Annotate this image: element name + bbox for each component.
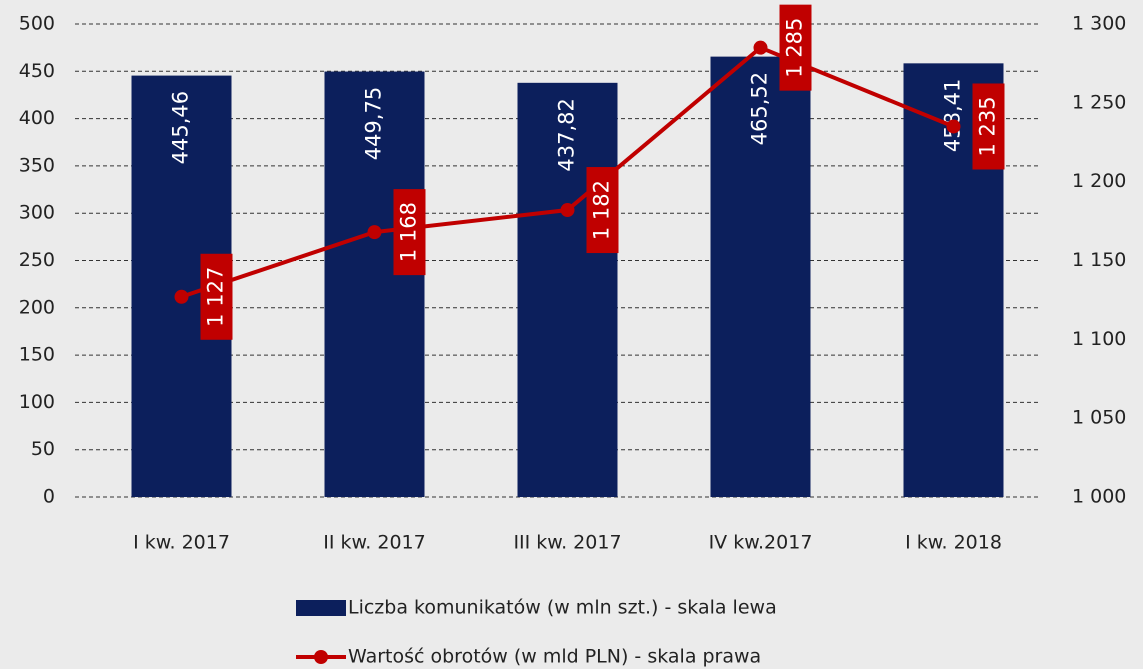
x-tick-label: II kw. 2017 (323, 532, 425, 554)
line-value-label: 1 168 (397, 202, 421, 262)
y-tick-label: 400 (19, 107, 55, 129)
y-tick-label: 300 (19, 202, 55, 224)
legend-swatch (296, 600, 346, 616)
y-tick-label: 150 (19, 344, 55, 366)
line-marker (367, 225, 382, 240)
line-marker (946, 119, 961, 134)
line-value-label: 1 182 (590, 180, 614, 240)
y-tick-label: 200 (19, 296, 55, 318)
bar-value-label: 445,46 (169, 91, 193, 164)
x-tick-label: III kw. 2017 (513, 532, 621, 554)
value-label-box (779, 4, 812, 91)
value-label-box (393, 189, 426, 276)
y-tick-label: 50 (31, 438, 55, 460)
y2-tick-label: 1 200 (1072, 170, 1126, 192)
line-marker (560, 203, 575, 218)
y2-tick-label: 1 050 (1072, 407, 1126, 429)
bar (517, 82, 618, 498)
bar-value-label: 458,41 (941, 79, 965, 152)
value-label-box (200, 253, 233, 340)
y2-tick-label: 1 150 (1072, 249, 1126, 271)
y2-tick-label: 1 000 (1072, 486, 1126, 508)
y-tick-label: 0 (43, 486, 55, 508)
line-value-label: 1 285 (783, 18, 807, 78)
y2-tick-label: 1 100 (1072, 328, 1126, 350)
bar-value-label: 449,75 (362, 87, 386, 160)
legend-marker (314, 650, 328, 664)
legend-label: Wartość obrotów (w mld PLN) - skala praw… (348, 646, 761, 668)
line-value-label: 1 127 (204, 267, 228, 327)
y-tick-label: 500 (19, 13, 55, 35)
x-tick-label: IV kw.2017 (709, 532, 813, 554)
bar-value-label: 437,82 (555, 98, 579, 171)
line-marker (174, 289, 189, 304)
legend-label: Liczba komunikatów (w mln szt.) - skala … (348, 597, 777, 619)
bar (324, 71, 425, 497)
y-tick-label: 100 (19, 391, 55, 413)
line-marker (753, 40, 768, 55)
y-tick-label: 350 (19, 154, 55, 176)
bar-value-label: 465,52 (748, 72, 772, 145)
y2-tick-label: 1 250 (1072, 91, 1126, 113)
y2-tick-label: 1 300 (1072, 13, 1126, 35)
value-label-box (972, 83, 1005, 170)
y-tick-label: 250 (19, 249, 55, 271)
x-tick-label: I kw. 2018 (905, 532, 1002, 554)
bar (710, 56, 811, 498)
value-label-box (586, 167, 619, 254)
x-tick-label: I kw. 2017 (133, 532, 230, 554)
y-tick-label: 450 (19, 60, 55, 82)
line-value-label: 1 235 (976, 96, 1000, 156)
